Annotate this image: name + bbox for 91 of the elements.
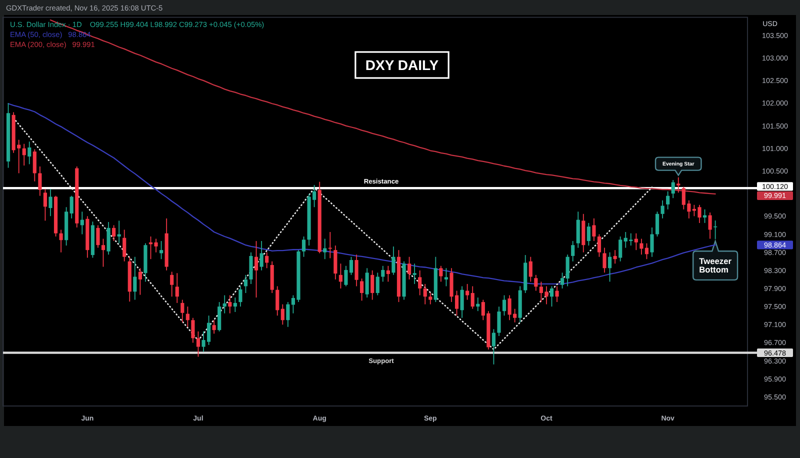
candlestick: [338, 263, 342, 289]
candlestick: [280, 304, 284, 326]
candlestick: [191, 317, 195, 344]
candlestick: [618, 236, 622, 262]
candlestick: [265, 252, 269, 269]
candlestick: [655, 211, 660, 237]
candlestick: [112, 224, 116, 242]
candlestick: [276, 286, 280, 316]
candlestick: [122, 229, 126, 262]
candlestick: [160, 240, 164, 260]
candlestick: [640, 238, 644, 256]
candlestick: [138, 268, 142, 296]
candlestick: [613, 250, 617, 264]
candlestick: [412, 263, 416, 284]
candlestick: [180, 299, 184, 323]
candlestick: [360, 278, 364, 302]
candlestick: [212, 320, 216, 334]
candlestick: [218, 302, 222, 332]
candlestick: [650, 227, 654, 258]
candlestick: [423, 284, 427, 305]
candlestick: [676, 176, 680, 194]
candlestick: [460, 286, 464, 318]
candlestick: [592, 218, 596, 242]
candlestick: [644, 242, 649, 260]
candlestick: [59, 229, 63, 253]
candlestick: [323, 238, 327, 260]
candlestick: [476, 297, 480, 312]
candlestick: [222, 294, 226, 314]
candlestick: [566, 254, 570, 287]
candlestick: [175, 272, 179, 304]
candlestick: [22, 143, 26, 166]
candlestick: [354, 254, 358, 287]
candlestick: [666, 190, 670, 210]
candlestick: [660, 200, 664, 219]
candlestick: [671, 180, 675, 199]
candlestick: [381, 265, 385, 282]
candlestick: [571, 240, 575, 262]
candlestick: [238, 286, 242, 308]
candlestick: [370, 270, 374, 300]
candlestick: [302, 236, 306, 258]
candlestick: [550, 286, 554, 308]
candlestick: [708, 212, 712, 240]
annotation: Tweezer Bottom: [699, 256, 732, 274]
candlestick: [502, 294, 506, 316]
candlestick: [470, 286, 474, 310]
candlestick: [249, 252, 253, 284]
candlestick: [492, 328, 496, 365]
candlestick: [38, 166, 42, 196]
candlestick: [196, 330, 200, 358]
candlestick: [376, 272, 380, 296]
candlestick: [418, 270, 422, 296]
candlestick: [70, 195, 74, 219]
candlestick: [32, 148, 36, 182]
candlestick: [101, 238, 106, 268]
candlestick: [254, 240, 258, 298]
candlestick: [534, 274, 538, 292]
candlestick: [365, 268, 369, 298]
candlestick: [444, 268, 448, 287]
candlestick: [634, 232, 638, 251]
candlestick: [334, 245, 338, 280]
candlestick: [392, 246, 396, 276]
candlestick: [233, 297, 237, 312]
candlestick: [497, 306, 501, 336]
candlestick: [439, 265, 443, 282]
candlestick: [428, 292, 432, 305]
candlestick: [602, 247, 606, 274]
candlestick: [386, 265, 390, 282]
candlestick: [117, 220, 121, 244]
candlestick: [560, 272, 564, 289]
candlestick: [43, 188, 48, 222]
candlestick: [555, 286, 559, 302]
candlestick: [28, 141, 32, 165]
candlestick: [528, 256, 532, 282]
candlestick: [170, 271, 174, 298]
candlestick: [186, 306, 190, 328]
candlestick: [80, 211, 84, 235]
candlestick: [96, 224, 100, 248]
candlestick: [106, 222, 110, 256]
candlestick: [576, 211, 580, 248]
candlestick: [466, 284, 470, 300]
candlestick: [260, 240, 264, 271]
candlestick: [586, 222, 590, 246]
candlestick: [286, 302, 290, 328]
candlestick: [608, 252, 612, 282]
candlestick: [597, 234, 602, 258]
text: DXY DAILY: [365, 57, 440, 73]
candlestick: [407, 256, 412, 280]
candlestick: [133, 256, 137, 300]
candlestick: [228, 294, 232, 314]
candlestick: [48, 188, 52, 217]
candlestick: [244, 274, 248, 294]
